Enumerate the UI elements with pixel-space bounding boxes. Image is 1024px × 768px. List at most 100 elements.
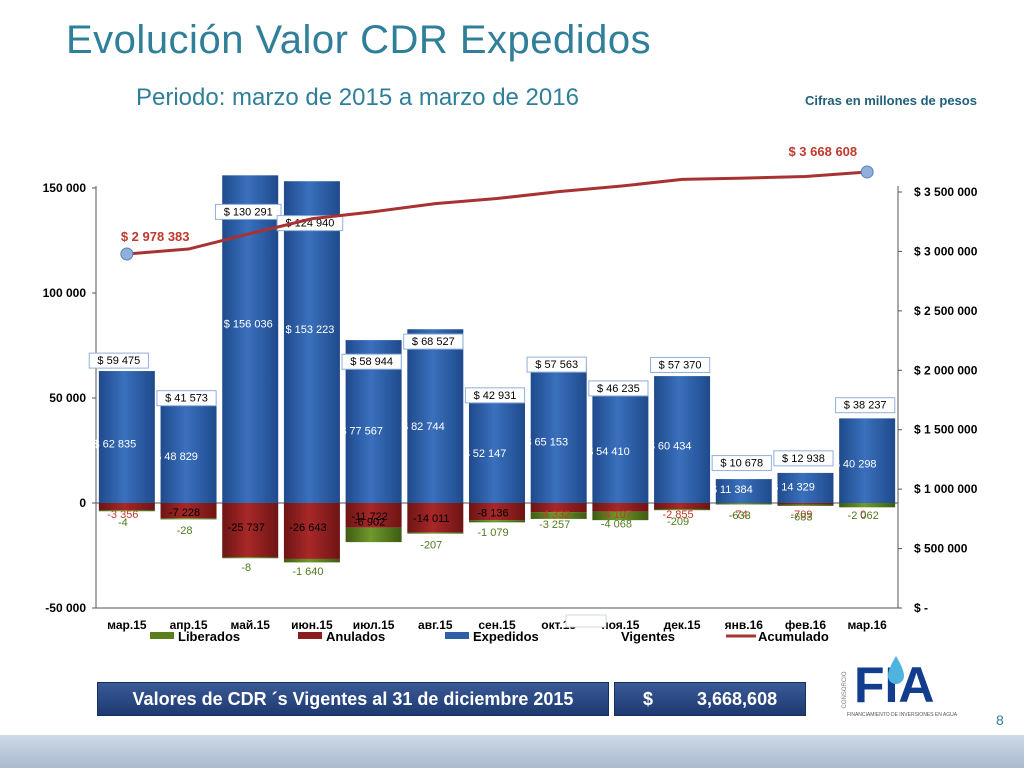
vigentes-label-box: [773, 450, 834, 467]
expedidos-value-label: $ 54 410: [587, 446, 630, 458]
anulados-bar: [654, 503, 711, 509]
vigentes-label-box: [276, 215, 344, 232]
vigentes-value-label: $ 38 237: [844, 400, 887, 412]
anulados-value-label: -26 643: [289, 522, 326, 534]
logo-tagline: FINANCIAMIENTO DE INVERSIONES EN AGUA: [847, 712, 958, 718]
x-tick-label: мар.16: [847, 618, 887, 632]
x-tick-label: июн.15: [291, 618, 333, 632]
expedidos-bar: [715, 479, 772, 503]
cdr-chart: 150 000 100 000 50 000 0 -50 000 $ 3 500 000 $…: [43, 144, 978, 644]
anulados-value-label: -4 332: [539, 509, 570, 521]
anulados-bar: [777, 503, 834, 505]
anulados-value-label: -7 228: [169, 507, 200, 519]
expedidos-bar: [777, 472, 834, 503]
vigentes-value-label: $ 41 573: [165, 393, 208, 405]
anulados-bar: [407, 503, 464, 533]
x-tick-label: авг.15: [418, 618, 453, 632]
expedidos-bar: [160, 400, 217, 503]
expedidos-bar: [530, 366, 587, 503]
liberados-bar: [407, 532, 464, 534]
vigentes-value-label: $ 57 563: [535, 359, 578, 371]
vigentes-value-label: $ 124 940: [285, 218, 334, 230]
liberados-bar: [283, 558, 340, 563]
vigentes-banner-text: Valores de CDR ´s Vigentes al 31 de dici…: [132, 688, 574, 709]
y-right-tick-label: $ 1 000 000: [914, 482, 978, 496]
y-right-tick-label: $ 3 000 000: [914, 244, 978, 258]
liberados-value-label: -2 062: [848, 510, 879, 522]
y-right-tick-label: $ 3 500 000: [914, 185, 978, 199]
anulados-bar: [592, 503, 649, 512]
vigentes-label-box: [214, 203, 282, 220]
acumulado-start-marker: [120, 247, 134, 261]
expedidos-bar: [283, 181, 340, 504]
anulados-value-label: -25 737: [228, 522, 265, 534]
x-tick-label: янв.16: [725, 618, 764, 632]
vigentes-value-label: $ 59 475: [97, 355, 140, 367]
expedidos-bar: [469, 393, 525, 503]
liberados-value-label: -633: [729, 510, 751, 522]
anulados-bar: [98, 503, 155, 511]
legend-label: Vigentes: [621, 629, 675, 644]
vigentes-label-box: [711, 455, 772, 472]
anulados-value-label: 0: [860, 509, 866, 521]
expedidos-value-label: $ 11 384: [711, 484, 753, 496]
expedidos-bar: [839, 418, 896, 503]
legend-label: Acumulado: [758, 629, 829, 644]
liberados-bar: [469, 520, 525, 523]
y-right-tick-label: $ 2 500 000: [914, 304, 978, 318]
liberados-value-label: -3 257: [539, 519, 570, 531]
footer-band: [0, 735, 1024, 768]
expedidos-value-label: $ 48 829: [155, 451, 198, 463]
liberados-bar: [98, 510, 155, 512]
vigentes-label-box: [649, 357, 711, 374]
liberados-bar: [715, 503, 772, 505]
expedidos-value-label: $ 65 153: [525, 437, 568, 449]
liberados-value-label: -1 640: [292, 566, 323, 578]
x-tick-label: май.15: [231, 618, 271, 632]
anulados-value-label: -2 855: [662, 509, 693, 521]
legend-swatch: [150, 632, 174, 639]
y-right-tick-label: $ -: [914, 601, 928, 615]
y-left-tick-label: 50 000: [49, 391, 86, 405]
x-tick-label: мар.15: [107, 618, 147, 632]
liberados-bar: [839, 503, 896, 508]
x-tick-label: фев.16: [785, 618, 826, 632]
legend-swatch-vigentes: [565, 614, 607, 628]
liberados-bar: [530, 512, 587, 519]
anulados-value-label: -11 722: [351, 511, 388, 523]
acumulado-end-marker: [860, 165, 874, 179]
liberados-value-label: -1 079: [477, 527, 508, 539]
liberados-value-label: -28: [177, 525, 193, 537]
acumulado-end-label: $ 3 668 608: [788, 144, 857, 159]
page-number: 8: [996, 712, 1004, 728]
vigentes-label-box: [403, 333, 464, 350]
expedidos-value-label: $ 14 329: [772, 481, 815, 493]
expedidos-value-label: $ 153 223: [285, 324, 334, 336]
expedidos-bar: [654, 376, 711, 503]
y-right-tick-label: $ 2 000 000: [914, 363, 978, 377]
expedidos-value-label: $ 77 567: [340, 426, 383, 438]
x-tick-label: дек.15: [664, 618, 701, 632]
liberados-bar: [777, 504, 834, 506]
expedidos-bar: [222, 175, 279, 503]
anulados-bar: [345, 503, 402, 528]
expedidos-bar: [407, 329, 464, 503]
y-left-tick-label: 100 000: [43, 286, 87, 300]
y-right-tick-label: $ 500 000: [914, 542, 968, 556]
legend-swatch: [298, 632, 322, 639]
vigentes-label-box: [526, 356, 587, 373]
liberados-value-label: -207: [420, 539, 442, 551]
anulados-bar: [160, 503, 217, 519]
expedidos-value-label: $ 40 298: [834, 458, 877, 470]
y-left-tick-label: 150 000: [43, 181, 87, 195]
acumulado-start-label: $ 2 978 383: [121, 229, 190, 244]
anulados-bar: [283, 503, 340, 559]
vigentes-label-box: [835, 397, 896, 414]
page-title: Evolución Valor CDR Expedidos: [66, 18, 652, 62]
vigentes-label-box: [156, 390, 217, 407]
anulados-value-label: -8 136: [477, 508, 508, 520]
vigentes-label-box: [588, 380, 649, 397]
y-right-tick-label: $ 1 500 000: [914, 423, 978, 437]
page-subtitle: Periodo: marzo de 2015 a marzo de 2016: [136, 84, 579, 111]
liberados-bar: [345, 527, 402, 543]
